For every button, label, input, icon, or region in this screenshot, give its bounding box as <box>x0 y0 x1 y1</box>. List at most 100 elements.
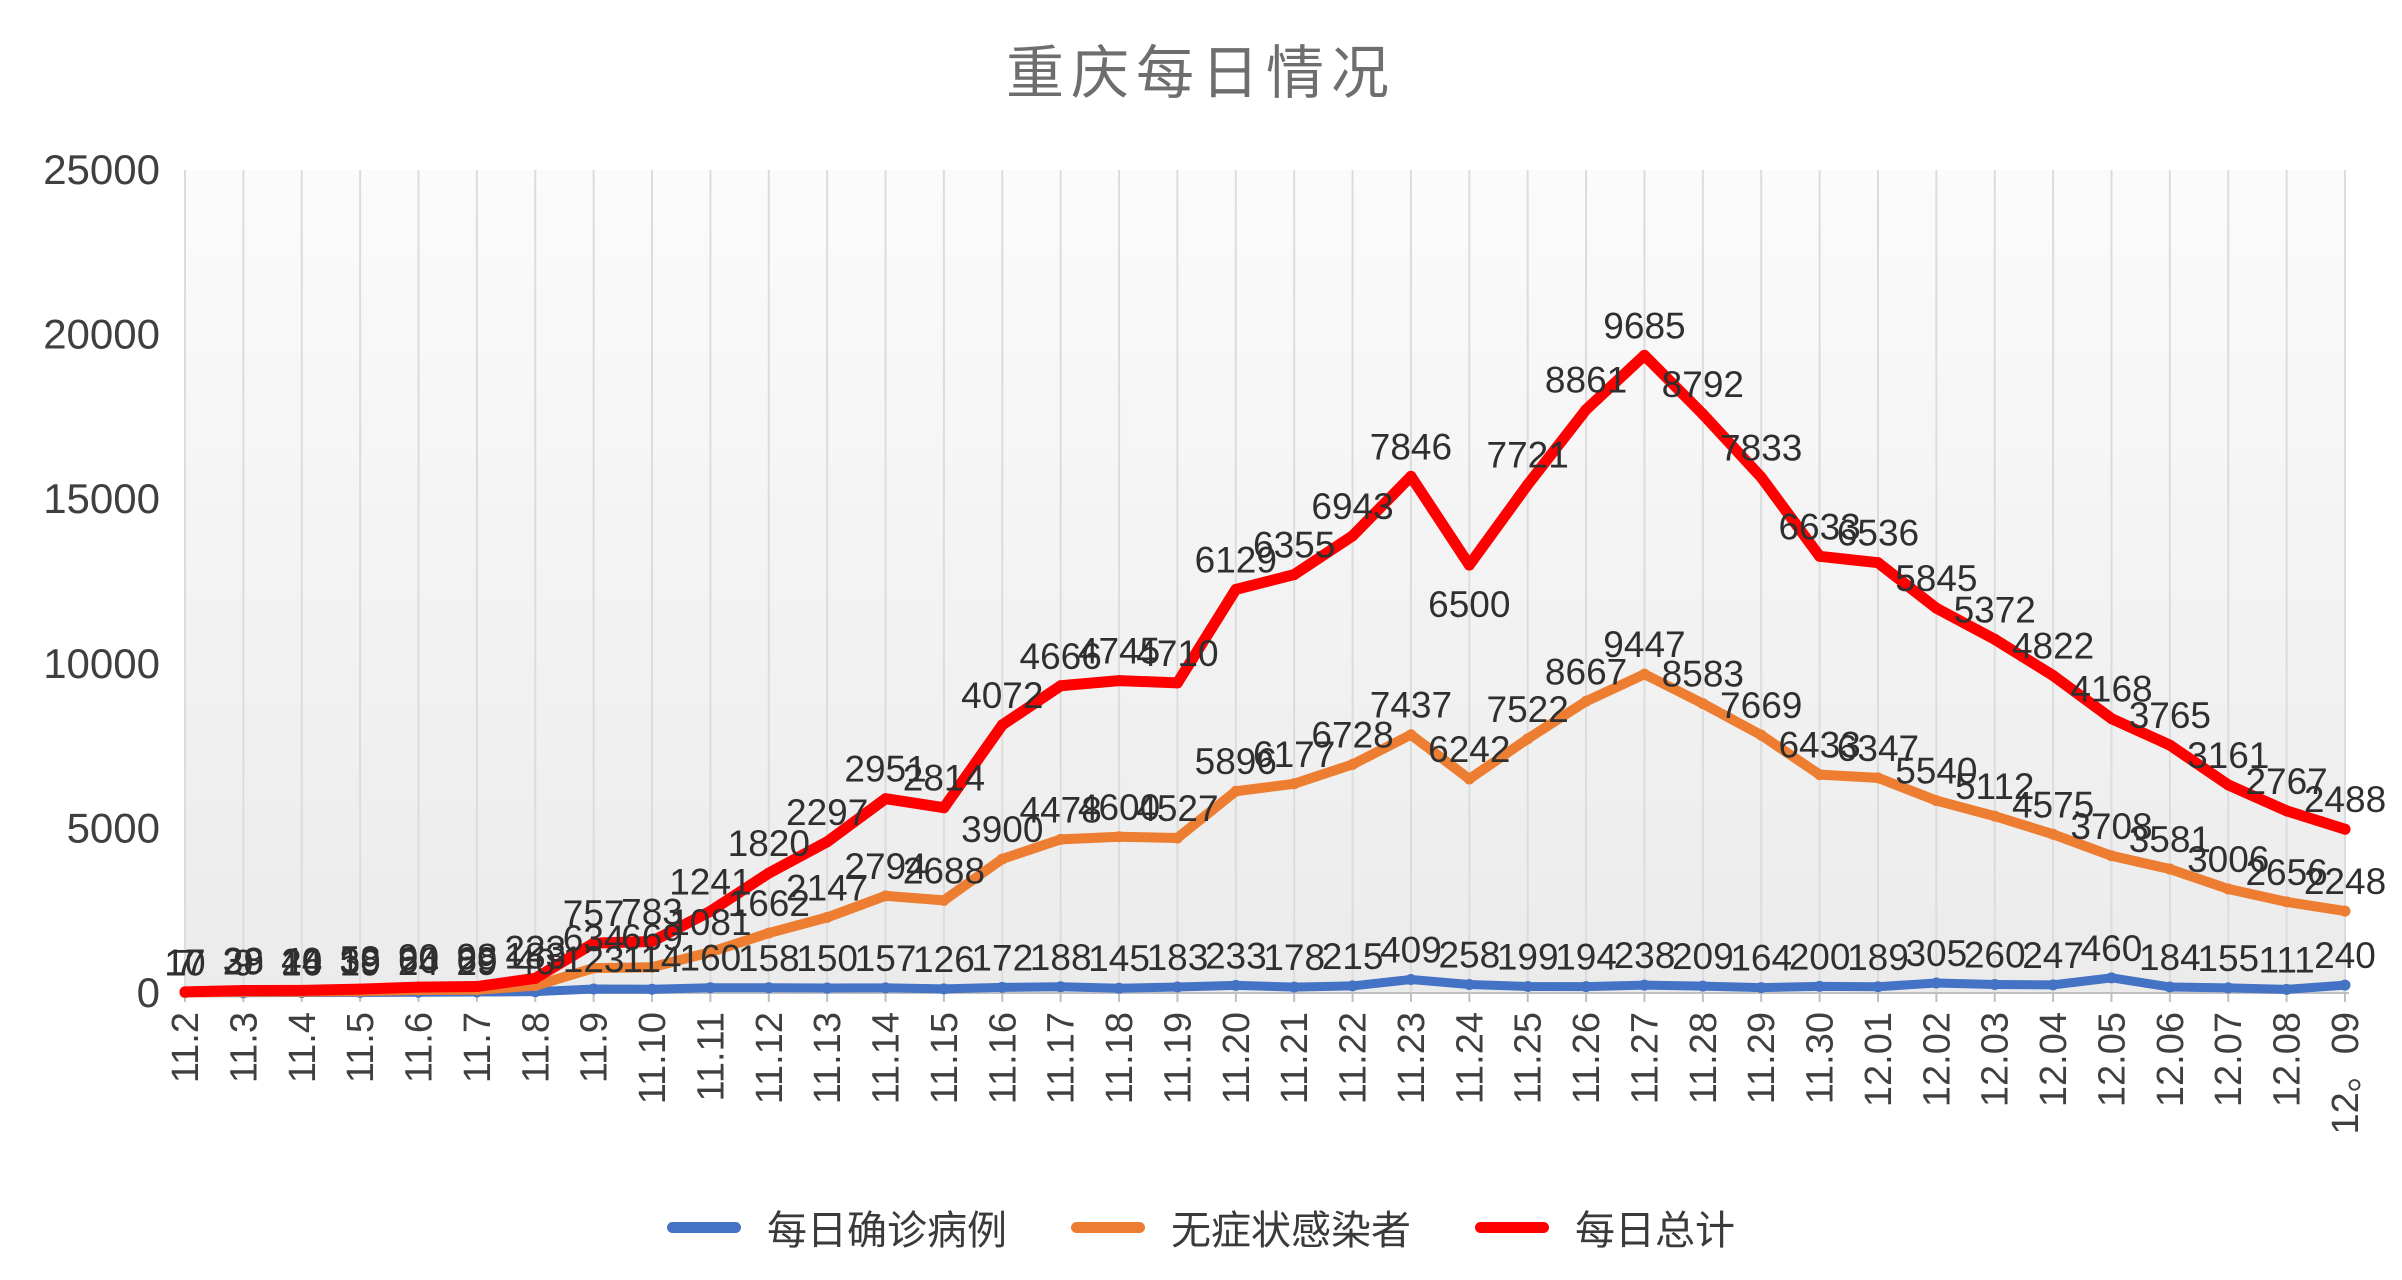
data-point-marker <box>2047 670 2059 682</box>
data-point-marker <box>763 982 775 994</box>
svg-text:7833: 7833 <box>1720 427 1802 468</box>
svg-text:8667: 8667 <box>1545 651 1627 692</box>
data-point-marker <box>996 719 1008 731</box>
svg-text:247: 247 <box>2022 935 2084 976</box>
svg-text:184: 184 <box>2139 937 2201 978</box>
svg-text:17: 17 <box>164 942 205 983</box>
legend-label: 无症状感染者 <box>1171 1209 1411 1253</box>
data-point-marker <box>2222 883 2234 895</box>
data-point-marker <box>1872 772 1884 784</box>
y-axis-tick-labels: 0 5000 10000 15000 20000 25000 <box>43 146 160 1016</box>
data-point-marker <box>1230 979 1242 991</box>
svg-text:5112: 5112 <box>1955 766 2035 807</box>
svg-text:11.15: 11.15 <box>924 1012 966 1104</box>
svg-text:12.06: 12.06 <box>2150 1012 2192 1107</box>
data-point-marker <box>588 983 600 995</box>
svg-text:38: 38 <box>223 940 264 981</box>
data-point-marker <box>1638 979 1650 991</box>
svg-text:11.12: 11.12 <box>749 1012 791 1104</box>
svg-text:783: 783 <box>621 891 683 932</box>
data-point-marker <box>588 937 600 949</box>
data-point-marker <box>1930 795 1942 807</box>
data-point-marker <box>646 961 658 973</box>
svg-text:409: 409 <box>1380 930 1442 971</box>
vertical-gridlines <box>184 170 2346 993</box>
data-point-marker <box>1580 981 1592 993</box>
data-point-marker <box>1230 785 1242 797</box>
svg-text:0: 0 <box>137 969 160 1016</box>
data-point-marker <box>880 982 892 994</box>
data-point-marker <box>1405 974 1417 986</box>
data-point-marker <box>588 962 600 974</box>
svg-text:111: 111 <box>2258 939 2314 980</box>
data-point-marker <box>1230 583 1242 595</box>
data-point-marker <box>880 793 892 805</box>
svg-text:5540: 5540 <box>1895 751 1977 792</box>
data-point-marker <box>2164 863 2176 875</box>
svg-text:29: 29 <box>456 942 497 983</box>
data-point-marker <box>1697 980 1709 992</box>
data-point-marker <box>1288 569 1300 581</box>
svg-text:69: 69 <box>456 940 497 981</box>
data-point-marker <box>1113 831 1125 843</box>
data-point-marker <box>354 983 366 995</box>
data-point-marker <box>1347 980 1359 992</box>
svg-text:189: 189 <box>1847 937 1909 978</box>
svg-text:7522: 7522 <box>1487 689 1569 730</box>
svg-text:2656: 2656 <box>2245 852 2327 893</box>
svg-text:4478: 4478 <box>1020 789 1102 830</box>
data-point-marker <box>938 894 950 906</box>
svg-text:258: 258 <box>1438 935 1500 976</box>
svg-text:24: 24 <box>281 942 322 983</box>
svg-text:223: 223 <box>504 928 566 969</box>
data-point-marker <box>1989 810 2001 822</box>
svg-text:11.22: 11.22 <box>1333 1012 1375 1104</box>
svg-text:233: 233 <box>1205 935 1267 976</box>
svg-text:5372: 5372 <box>1954 589 2036 630</box>
svg-text:11.9: 11.9 <box>574 1012 616 1083</box>
data-point-marker <box>2339 905 2351 917</box>
legend-item-2: 每日总计 <box>1475 1198 1735 1256</box>
legend-swatch-icon <box>1071 1221 1145 1233</box>
svg-text:29: 29 <box>223 942 264 983</box>
svg-text:1662: 1662 <box>728 883 810 924</box>
data-point-marker <box>1171 677 1183 689</box>
data-point-marker <box>2105 972 2117 984</box>
data-point-marker <box>646 935 658 947</box>
data-point-marker <box>2105 713 2117 725</box>
svg-text:11.3: 11.3 <box>223 1012 265 1083</box>
svg-text:6536: 6536 <box>1837 513 1919 554</box>
svg-text:2814: 2814 <box>903 758 985 799</box>
svg-text:126: 126 <box>913 939 975 980</box>
data-point-marker <box>1697 408 1709 420</box>
svg-text:12。09: 12。09 <box>2325 1012 2367 1135</box>
data-point-marker <box>1405 729 1417 741</box>
data-point-marker <box>2222 779 2234 791</box>
svg-text:6347: 6347 <box>1837 728 1919 769</box>
svg-text:12.05: 12.05 <box>2091 1012 2133 1107</box>
data-point-marker <box>1463 773 1475 785</box>
svg-text:1081: 1081 <box>669 902 751 943</box>
data-point-marker <box>704 905 716 917</box>
data-point-marker <box>2339 979 2351 991</box>
svg-text:2248: 2248 <box>2304 861 2386 902</box>
svg-text:4600: 4600 <box>1078 787 1160 828</box>
data-point-marker <box>1872 981 1884 993</box>
svg-text:40: 40 <box>515 942 556 983</box>
svg-text:6129: 6129 <box>1195 539 1277 580</box>
svg-text:2488: 2488 <box>2304 779 2386 820</box>
data-point-marker <box>1638 668 1650 680</box>
svg-text:178: 178 <box>1263 937 1325 978</box>
svg-text:3006: 3006 <box>2187 839 2269 880</box>
data-point-marker <box>1580 695 1592 707</box>
svg-text:12.07: 12.07 <box>2208 1012 2250 1107</box>
svg-text:11.6: 11.6 <box>399 1012 441 1083</box>
svg-text:145: 145 <box>1088 938 1150 979</box>
svg-text:6633: 6633 <box>1778 506 1860 547</box>
data-point-marker <box>2164 739 2176 751</box>
legend-item-0: 每日确诊病例 <box>667 1198 1007 1256</box>
data-point-marker <box>1347 758 1359 770</box>
svg-text:2794: 2794 <box>844 846 926 887</box>
data-point-marker <box>413 981 425 993</box>
data-point-marker <box>1405 470 1417 482</box>
